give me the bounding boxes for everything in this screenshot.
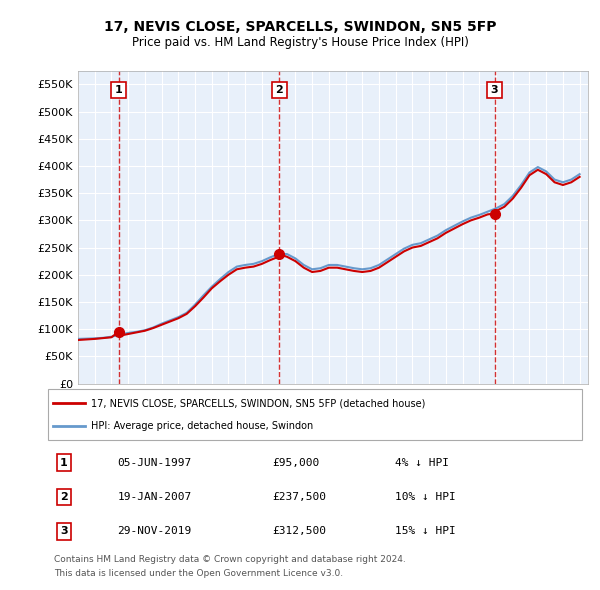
Text: 10% ↓ HPI: 10% ↓ HPI — [395, 492, 456, 502]
Text: HPI: Average price, detached house, Swindon: HPI: Average price, detached house, Swin… — [91, 421, 313, 431]
Text: 2: 2 — [275, 85, 283, 95]
Text: 3: 3 — [491, 85, 499, 95]
Text: 1: 1 — [115, 85, 122, 95]
Text: 4% ↓ HPI: 4% ↓ HPI — [395, 458, 449, 468]
Text: 19-JAN-2007: 19-JAN-2007 — [118, 492, 191, 502]
Text: 05-JUN-1997: 05-JUN-1997 — [118, 458, 191, 468]
Text: This data is licensed under the Open Government Licence v3.0.: This data is licensed under the Open Gov… — [54, 569, 343, 578]
Text: £237,500: £237,500 — [272, 492, 326, 502]
Text: Contains HM Land Registry data © Crown copyright and database right 2024.: Contains HM Land Registry data © Crown c… — [54, 555, 406, 563]
Text: 17, NEVIS CLOSE, SPARCELLS, SWINDON, SN5 5FP: 17, NEVIS CLOSE, SPARCELLS, SWINDON, SN5… — [104, 19, 496, 34]
Text: 29-NOV-2019: 29-NOV-2019 — [118, 526, 191, 536]
Text: 17, NEVIS CLOSE, SPARCELLS, SWINDON, SN5 5FP (detached house): 17, NEVIS CLOSE, SPARCELLS, SWINDON, SN5… — [91, 398, 425, 408]
Text: 15% ↓ HPI: 15% ↓ HPI — [395, 526, 456, 536]
Text: £95,000: £95,000 — [272, 458, 320, 468]
Text: 1: 1 — [60, 458, 68, 468]
Text: 3: 3 — [60, 526, 68, 536]
Text: Price paid vs. HM Land Registry's House Price Index (HPI): Price paid vs. HM Land Registry's House … — [131, 36, 469, 49]
Text: £312,500: £312,500 — [272, 526, 326, 536]
Text: 2: 2 — [60, 492, 68, 502]
FancyBboxPatch shape — [48, 389, 582, 440]
